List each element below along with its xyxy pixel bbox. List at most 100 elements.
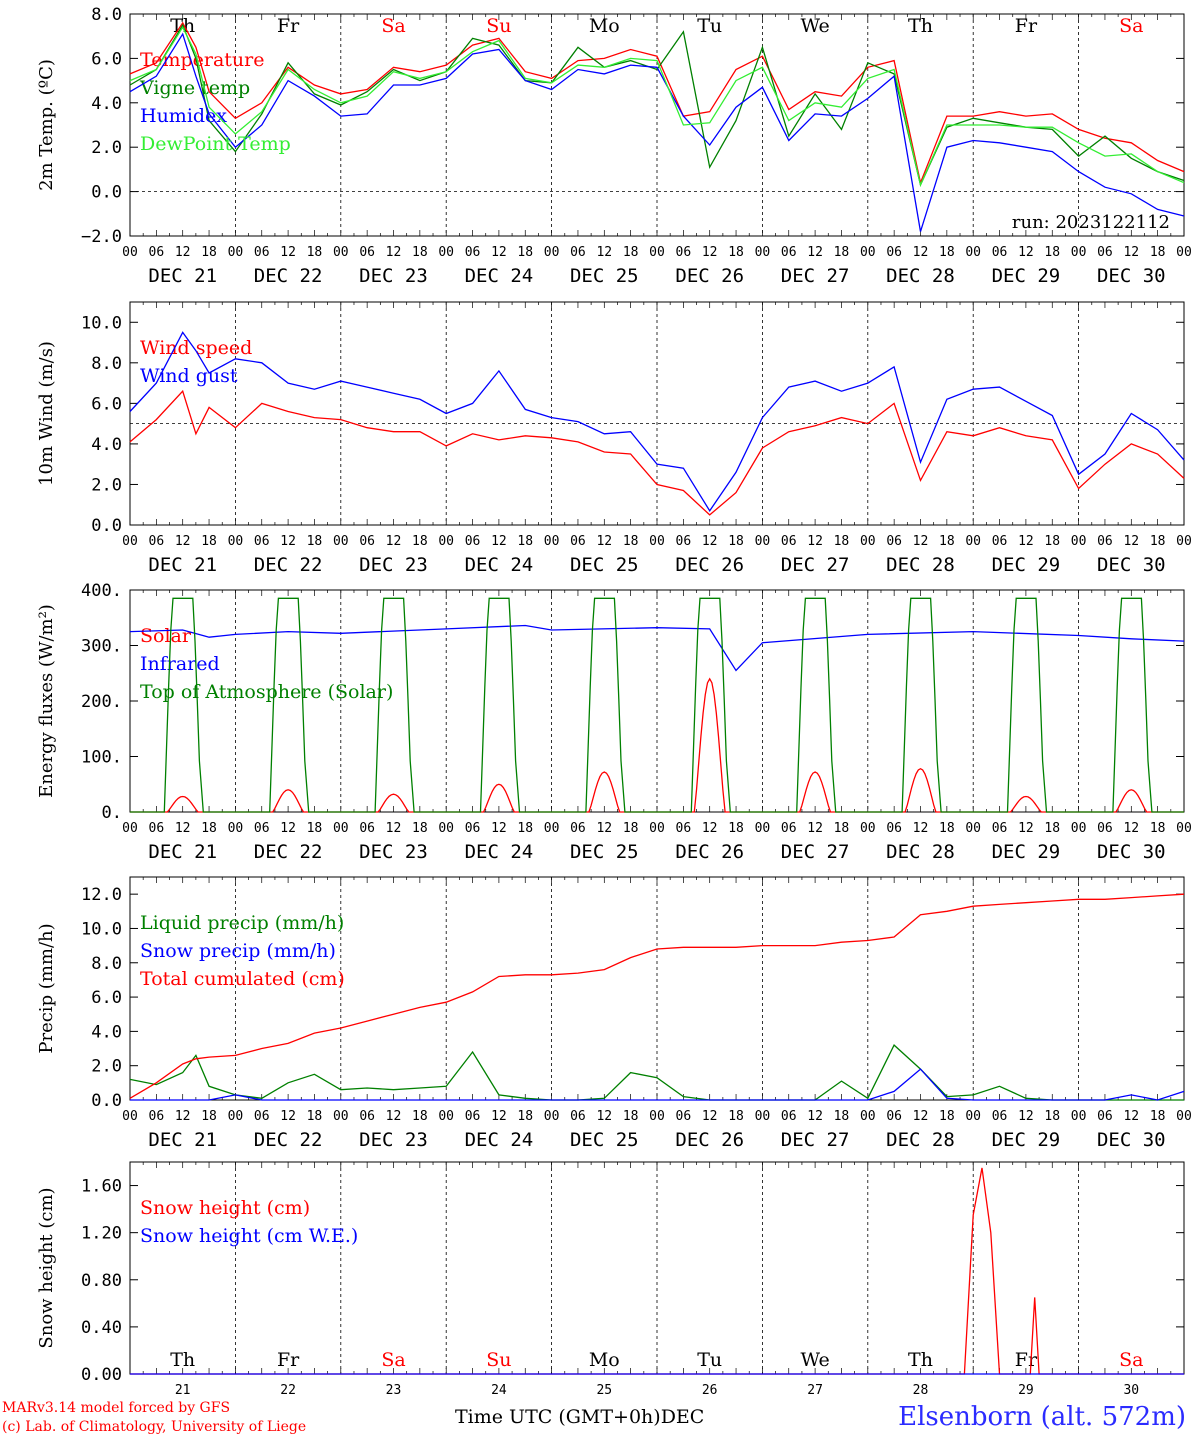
date-label: DEC 21 bbox=[148, 554, 217, 576]
hour-label: 00 bbox=[228, 1109, 244, 1124]
y-tick-label: 4.0 bbox=[91, 435, 122, 455]
y-tick-label: 10.0 bbox=[81, 919, 122, 939]
hour-label: 00 bbox=[649, 534, 665, 549]
hour-label: 06 bbox=[781, 245, 797, 260]
day-number-label: 24 bbox=[491, 1383, 507, 1398]
y-tick-label: 8.0 bbox=[91, 954, 122, 974]
day-number-label: 22 bbox=[280, 1383, 296, 1398]
legend-entry: Infrared bbox=[140, 653, 220, 675]
hour-label: 00 bbox=[860, 821, 876, 836]
y-tick-label: 1.60 bbox=[81, 1177, 122, 1197]
hour-label: 00 bbox=[1176, 1109, 1192, 1124]
hour-label: 00 bbox=[544, 1109, 560, 1124]
day-number-label: 30 bbox=[1123, 1383, 1139, 1398]
date-label: DEC 26 bbox=[675, 841, 744, 863]
legend-entry: Total cumulated (cm) bbox=[140, 968, 345, 990]
hour-label: 06 bbox=[570, 1109, 586, 1124]
y-tick-label: 1.20 bbox=[81, 1224, 122, 1244]
hour-label: 18 bbox=[412, 1109, 428, 1124]
date-label: DEC 28 bbox=[886, 841, 955, 863]
hour-label: 06 bbox=[359, 821, 375, 836]
time-axis-title: Time UTC (GMT+0h)DEC bbox=[455, 1406, 704, 1428]
hour-label: 00 bbox=[228, 245, 244, 260]
series-line bbox=[129, 25, 1185, 187]
day-number-label: 25 bbox=[596, 1383, 612, 1398]
hour-label: 06 bbox=[676, 821, 692, 836]
hour-label: 12 bbox=[596, 1109, 612, 1124]
hour-label: 18 bbox=[412, 821, 428, 836]
legend-entry: DewPoint Temp bbox=[140, 133, 291, 155]
y-tick-label: 2.0 bbox=[91, 1057, 122, 1077]
date-label: DEC 29 bbox=[992, 265, 1061, 287]
hour-label: 06 bbox=[254, 245, 270, 260]
hour-label: 18 bbox=[307, 821, 323, 836]
hour-label: 00 bbox=[755, 534, 771, 549]
series-line bbox=[130, 597, 1184, 813]
hour-label: 12 bbox=[807, 534, 823, 549]
hour-label: 18 bbox=[1044, 1109, 1060, 1124]
hour-label: 18 bbox=[307, 534, 323, 549]
date-label: DEC 30 bbox=[1097, 554, 1166, 576]
y-axis-label: Energy fluxes (W/m²) bbox=[36, 604, 57, 798]
hour-label: 00 bbox=[122, 821, 138, 836]
month-label: DEC bbox=[660, 1406, 705, 1428]
hour-label: 00 bbox=[544, 821, 560, 836]
weekday-label: Sa bbox=[1119, 15, 1143, 37]
y-tick-label: 6.0 bbox=[91, 394, 122, 414]
hour-label: 18 bbox=[307, 1109, 323, 1124]
day-number-label: 21 bbox=[175, 1383, 191, 1398]
y-axis-label: Precip (mm/h) bbox=[36, 923, 57, 1053]
date-label: DEC 27 bbox=[781, 554, 850, 576]
hour-label: 00 bbox=[649, 821, 665, 836]
legend-entry: Wind gust bbox=[140, 365, 238, 387]
day-number-label: 29 bbox=[1018, 1383, 1034, 1398]
y-tick-label: 4.0 bbox=[91, 94, 122, 114]
panel-3: 400. 300. 200. 100. 0. Energy fluxes (W/m²) 00… bbox=[36, 581, 1192, 863]
date-label: DEC 23 bbox=[359, 1129, 428, 1151]
weekday-label: Fr bbox=[277, 15, 300, 37]
y-tick-label: 2.0 bbox=[91, 138, 122, 158]
weekday-label: Th bbox=[170, 1349, 195, 1371]
hour-label: 06 bbox=[465, 1109, 481, 1124]
date-label: DEC 26 bbox=[675, 265, 744, 287]
weekday-label: Tu bbox=[697, 1349, 722, 1371]
hour-label: 00 bbox=[333, 245, 349, 260]
hour-label: 18 bbox=[623, 534, 639, 549]
hour-label: 06 bbox=[149, 821, 165, 836]
hour-label: 06 bbox=[676, 534, 692, 549]
date-label: DEC 25 bbox=[570, 554, 639, 576]
hour-label: 18 bbox=[728, 821, 744, 836]
hour-label: 12 bbox=[1123, 821, 1139, 836]
hour-label: 06 bbox=[676, 1109, 692, 1124]
hour-label: 06 bbox=[1097, 245, 1113, 260]
hour-label: 12 bbox=[596, 534, 612, 549]
hour-label: 06 bbox=[1097, 534, 1113, 549]
hour-label: 00 bbox=[544, 534, 560, 549]
hour-label: 06 bbox=[1097, 821, 1113, 836]
plot-frame bbox=[129, 301, 1185, 526]
weekday-label: Sa bbox=[381, 1349, 405, 1371]
series-line bbox=[129, 1044, 1184, 1101]
hour-label: 06 bbox=[149, 1109, 165, 1124]
hour-label: 18 bbox=[201, 245, 217, 260]
series-line bbox=[129, 893, 1185, 1099]
hour-label: 18 bbox=[939, 245, 955, 260]
hour-label: 12 bbox=[280, 821, 296, 836]
hour-label: 06 bbox=[149, 245, 165, 260]
weekday-label: Fr bbox=[1015, 15, 1038, 37]
hour-label: 18 bbox=[1150, 821, 1166, 836]
hour-label: 00 bbox=[1071, 1109, 1087, 1124]
hour-label: 06 bbox=[465, 534, 481, 549]
hour-label: 18 bbox=[201, 1109, 217, 1124]
hour-label: 12 bbox=[175, 1109, 191, 1124]
hour-label: 18 bbox=[517, 534, 533, 549]
y-tick-label: 0.40 bbox=[81, 1318, 122, 1338]
day-number-label: 26 bbox=[702, 1383, 718, 1398]
hour-label: 00 bbox=[122, 534, 138, 549]
hour-label: 06 bbox=[570, 245, 586, 260]
date-label: DEC 24 bbox=[465, 554, 534, 576]
hour-label: 00 bbox=[965, 821, 981, 836]
hour-label: 00 bbox=[333, 1109, 349, 1124]
legend-entry: Vigne temp bbox=[139, 77, 250, 99]
hour-label: 00 bbox=[1176, 245, 1192, 260]
